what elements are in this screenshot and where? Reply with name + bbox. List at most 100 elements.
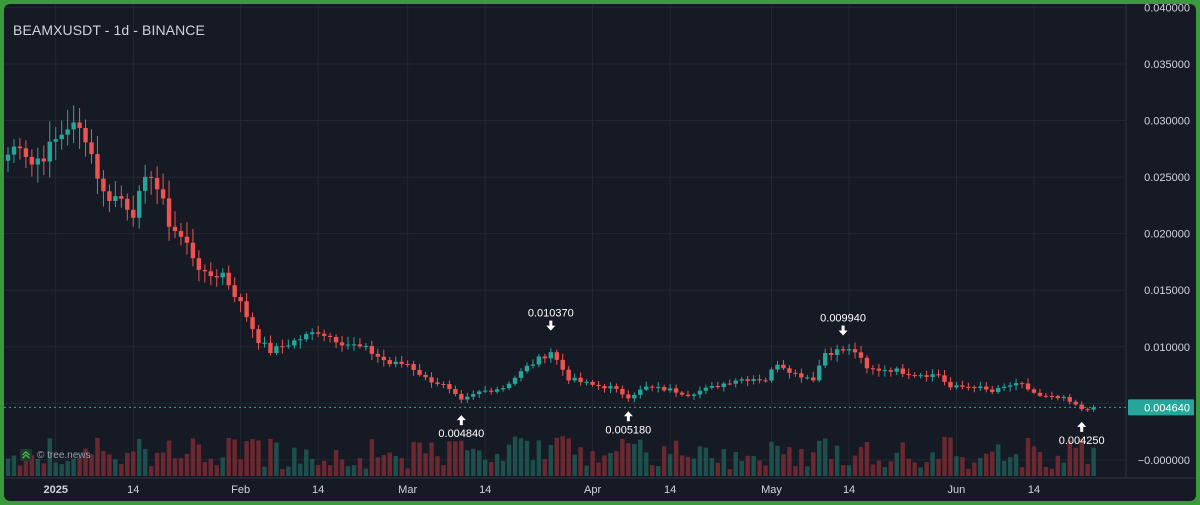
candle-body	[381, 356, 386, 361]
candle-body	[876, 368, 882, 371]
candle-body	[1079, 404, 1084, 410]
volume-bar	[518, 438, 524, 476]
volume-bar	[286, 466, 291, 476]
volume-bar	[166, 440, 172, 476]
candle-body	[620, 388, 625, 395]
volume-bar	[142, 448, 148, 476]
candle-body	[1007, 385, 1013, 387]
candle-body	[626, 394, 631, 399]
volume-bar	[262, 466, 267, 476]
candle-body	[1049, 396, 1055, 398]
candle-body	[667, 388, 673, 391]
candle-body	[608, 386, 613, 389]
candle-body	[83, 127, 88, 143]
volume-bar	[828, 458, 834, 476]
volume-bar	[339, 459, 345, 476]
watermark-text: © tree.news	[37, 449, 91, 461]
candle-body	[220, 272, 225, 278]
peak-annotation-label: 0.010370	[528, 308, 574, 320]
volume-bar	[280, 469, 285, 476]
volume-bar	[160, 452, 166, 476]
volume-bar	[256, 440, 261, 476]
candlestick-chart[interactable]: 0.040000 0.035000 0.030000 0.025000 0.020000…	[4, 4, 1196, 501]
candle-body	[172, 226, 178, 231]
candle-body	[817, 365, 822, 381]
volume-bar	[661, 446, 667, 476]
candle-body	[298, 339, 303, 341]
time-axis-label: May	[761, 484, 782, 496]
candle-body	[375, 353, 381, 357]
candle-body	[315, 332, 321, 334]
chart-panel[interactable]: 0.040000 0.035000 0.030000 0.025000 0.020000…	[4, 4, 1196, 501]
volume-bar	[1091, 447, 1096, 476]
volume-bar	[978, 457, 983, 476]
volume-bar	[202, 462, 208, 476]
candle-body	[721, 383, 726, 388]
candle-body	[566, 369, 571, 381]
candle-body	[846, 349, 852, 351]
candle-body	[262, 342, 267, 344]
volume-bar	[345, 466, 351, 476]
volume-bar	[894, 452, 899, 476]
volume-bar	[602, 455, 607, 476]
volume-bar	[1013, 454, 1019, 476]
volume-bar	[29, 455, 35, 476]
volume-bar	[459, 440, 464, 476]
candle-body	[918, 375, 923, 377]
volume-bar	[315, 464, 321, 476]
candle-body	[691, 394, 697, 396]
candle-body	[655, 387, 661, 389]
volume-bar	[769, 441, 774, 476]
candle-body	[196, 258, 202, 270]
candle-body	[554, 352, 559, 360]
candle-body	[244, 301, 249, 318]
candle-body	[23, 148, 29, 157]
candle-body	[357, 344, 363, 347]
candle-body	[488, 390, 494, 392]
last-price-label: 0.004640	[1144, 402, 1190, 414]
volume-bar	[596, 462, 601, 476]
candle-body	[250, 317, 255, 330]
volume-bar	[435, 456, 440, 476]
candle-body	[960, 385, 965, 387]
volume-bar	[918, 467, 923, 476]
volume-bar	[393, 455, 398, 476]
volume-bar	[71, 458, 76, 476]
volume-bar	[41, 463, 46, 476]
candle-body	[578, 377, 583, 383]
volume-bar	[876, 460, 882, 476]
volume-bar	[870, 464, 876, 476]
volume-bar	[763, 465, 768, 476]
volume-bar	[1049, 468, 1055, 476]
volume-bar	[208, 458, 214, 476]
candle-body	[423, 374, 428, 378]
volume-bar	[900, 442, 905, 476]
candle-body	[142, 176, 148, 191]
candle-body	[661, 387, 667, 391]
candle-body	[292, 340, 297, 346]
candle-body	[387, 360, 392, 365]
candle-body	[1013, 383, 1019, 386]
candle-body	[208, 271, 214, 277]
volume-bar	[709, 458, 715, 476]
volume-bar	[494, 453, 500, 476]
candle-body	[1067, 397, 1072, 402]
volume-bar	[465, 450, 470, 476]
volume-bar	[840, 464, 846, 476]
candle-body	[590, 381, 595, 385]
volume-bar	[936, 458, 941, 476]
candle-body	[119, 196, 124, 199]
candle-body	[232, 285, 237, 298]
volume-bar	[471, 448, 476, 476]
candle-body	[131, 209, 136, 218]
volume-bar	[292, 447, 297, 476]
candle-body	[321, 333, 327, 336]
candle-body	[990, 389, 995, 393]
peak-annotation-label: 0.009940	[820, 312, 866, 324]
candle-body	[447, 384, 452, 390]
candle-body	[77, 122, 82, 128]
volume-bar	[119, 464, 124, 476]
candle-body	[417, 369, 422, 375]
volume-bar	[453, 441, 458, 476]
candle-body	[107, 191, 112, 201]
